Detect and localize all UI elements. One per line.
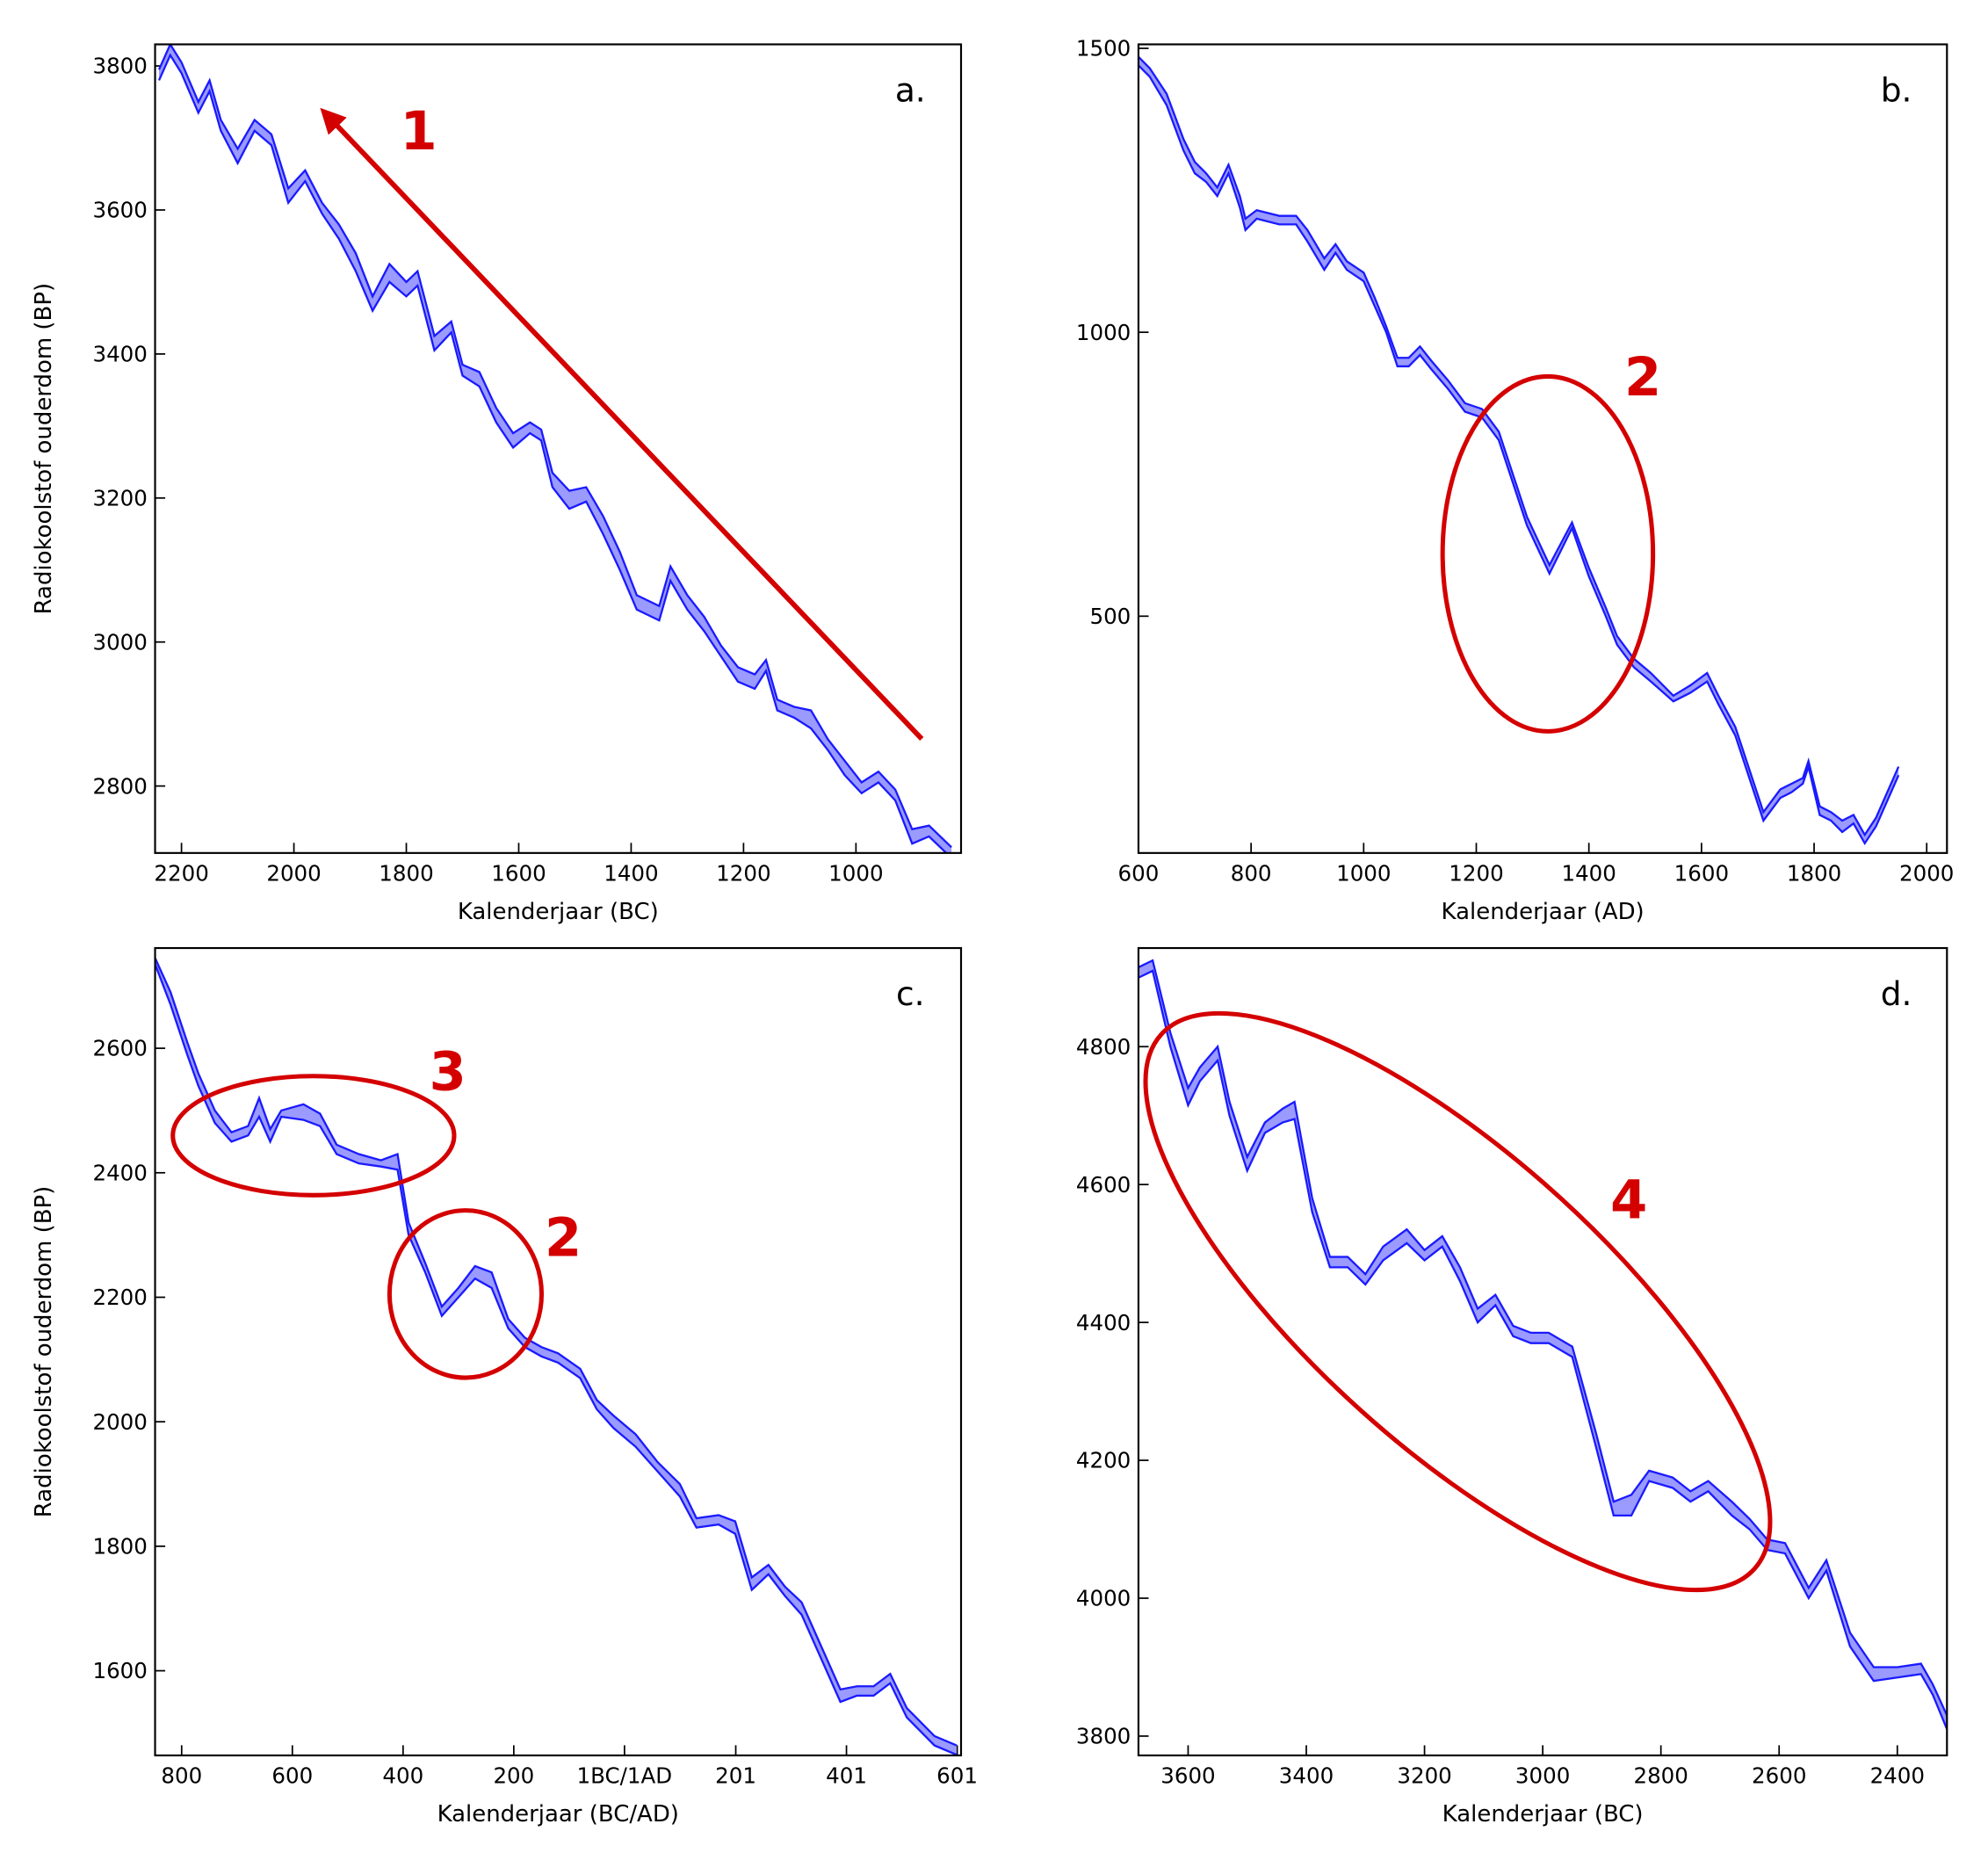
x-axis-label: Kalenderjaar (AD) bbox=[1442, 899, 1645, 925]
x-tick-label: 1000 bbox=[828, 861, 883, 887]
y-tick-label: 1600 bbox=[92, 1658, 147, 1683]
x-tick-label: 600 bbox=[1118, 861, 1160, 887]
y-tick-label: 1500 bbox=[1076, 36, 1131, 62]
x-tick-label: 3000 bbox=[1515, 1763, 1570, 1789]
y-tick-label: 4400 bbox=[1076, 1310, 1131, 1335]
x-tick-label: 1200 bbox=[716, 861, 770, 887]
y-axis-label: Radiokoolstof ouderdom (BP) bbox=[31, 1186, 57, 1518]
y-tick-label: 4600 bbox=[1076, 1172, 1131, 1198]
y-tick-label: 3400 bbox=[92, 342, 147, 367]
band-edge bbox=[157, 44, 952, 849]
plot-frame bbox=[154, 946, 963, 1757]
band bbox=[155, 958, 957, 1755]
x-tick-label: 1400 bbox=[1561, 861, 1616, 887]
panel-label: b. bbox=[1881, 70, 1912, 109]
band-edge bbox=[1138, 959, 1948, 1716]
plot-frame bbox=[1137, 43, 1948, 854]
band-edge bbox=[155, 957, 958, 1747]
x-tick-label: 2000 bbox=[266, 861, 321, 887]
y-tick-label: 2400 bbox=[92, 1160, 147, 1185]
x-tick-label: 2400 bbox=[1870, 1763, 1925, 1789]
x-tick-label: 401 bbox=[826, 1763, 867, 1789]
annotation: 2 bbox=[545, 1208, 582, 1270]
x-axis-label: Kalenderjaar (BC) bbox=[1442, 1801, 1644, 1828]
y-tick-label: 4800 bbox=[1076, 1034, 1131, 1060]
y-tick-label: 4000 bbox=[1076, 1586, 1131, 1611]
panel: 2200 2000 1800 1600 1400 1200 1000 2800 3000 3200… bbox=[31, 43, 963, 925]
x-tick-label: 2800 bbox=[1633, 1763, 1688, 1789]
x-tick-label: 1200 bbox=[1449, 861, 1503, 887]
highlight-ellipse bbox=[1440, 373, 1656, 734]
panel-label: a. bbox=[895, 70, 926, 109]
y-tick-label: 3800 bbox=[1076, 1724, 1131, 1749]
band-edge bbox=[157, 53, 948, 853]
x-tick-label: 800 bbox=[161, 1763, 202, 1789]
x-tick-label: 2000 bbox=[1899, 861, 1954, 887]
panel: 800 600 400 200 1BC/1AD 201 401 601 1600 1800 2000… bbox=[31, 946, 978, 1828]
y-tick-label: 2200 bbox=[92, 1285, 147, 1310]
y-tick-label: 2600 bbox=[92, 1036, 147, 1061]
x-tick-label: 1800 bbox=[379, 861, 433, 887]
annotation: 4 bbox=[1610, 1169, 1647, 1231]
y-tick-label: 1000 bbox=[1076, 320, 1131, 345]
x-tick-label: 3600 bbox=[1160, 1763, 1215, 1789]
band-edge bbox=[1138, 64, 1900, 846]
x-tick-label: 1600 bbox=[491, 861, 546, 887]
panel: 600 800 1000 1200 1400 1600 1800 2000 500 1000 150… bbox=[1076, 36, 1955, 925]
x-tick-label: 600 bbox=[271, 1763, 313, 1789]
highlight-ellipse bbox=[170, 1074, 457, 1198]
annotation: 3 bbox=[430, 1042, 466, 1104]
highlight-ellipse bbox=[1143, 1010, 1773, 1593]
y-tick-label: 3800 bbox=[92, 54, 147, 79]
x-tick-label: 601 bbox=[936, 1763, 978, 1789]
y-tick-label: 500 bbox=[1089, 604, 1131, 629]
panel-label: c. bbox=[896, 974, 925, 1013]
x-tick-label: 1400 bbox=[604, 861, 658, 887]
annotation: 1 bbox=[401, 101, 437, 163]
arrow bbox=[320, 107, 924, 741]
x-tick-label: 3200 bbox=[1397, 1763, 1451, 1789]
x-tick-label: 1000 bbox=[1336, 861, 1391, 887]
band bbox=[1138, 960, 1948, 1730]
highlight-ellipse bbox=[387, 1208, 545, 1380]
y-tick-label: 3000 bbox=[92, 629, 147, 655]
y-tick-label: 3200 bbox=[92, 485, 147, 510]
x-tick-label: 3400 bbox=[1279, 1763, 1334, 1789]
x-tick-label: 1BC/1AD bbox=[577, 1763, 673, 1789]
y-tick-label: 2000 bbox=[92, 1409, 147, 1435]
band-edge bbox=[1138, 969, 1948, 1730]
y-axis-label: Radiokoolstof ouderdom (BP) bbox=[31, 283, 57, 615]
y-tick-label: 4200 bbox=[1076, 1448, 1131, 1473]
x-tick-label: 1600 bbox=[1674, 861, 1729, 887]
panel-label: d. bbox=[1881, 974, 1912, 1013]
y-tick-label: 3600 bbox=[92, 198, 147, 223]
y-tick-label: 1800 bbox=[92, 1534, 147, 1560]
x-tick-label: 200 bbox=[493, 1763, 534, 1789]
x-tick-label: 201 bbox=[715, 1763, 756, 1789]
x-tick-label: 2600 bbox=[1752, 1763, 1806, 1789]
x-tick-label: 2200 bbox=[154, 861, 208, 887]
plot-frame bbox=[1137, 946, 1948, 1757]
plot-frame bbox=[154, 43, 963, 854]
panel: 3600 3400 3200 3000 2800 2600 2400 3800 4000 4200… bbox=[1076, 946, 1948, 1828]
x-axis-label: Kalenderjaar (BC/AD) bbox=[437, 1801, 679, 1828]
annotation: 2 bbox=[1624, 347, 1661, 409]
x-tick-label: 400 bbox=[382, 1763, 423, 1789]
y-tick-label: 2800 bbox=[92, 773, 147, 799]
x-tick-label: 1800 bbox=[1787, 861, 1841, 887]
band-edge bbox=[1138, 55, 1900, 837]
x-tick-label: 800 bbox=[1231, 861, 1272, 887]
x-axis-label: Kalenderjaar (BC) bbox=[458, 899, 659, 925]
